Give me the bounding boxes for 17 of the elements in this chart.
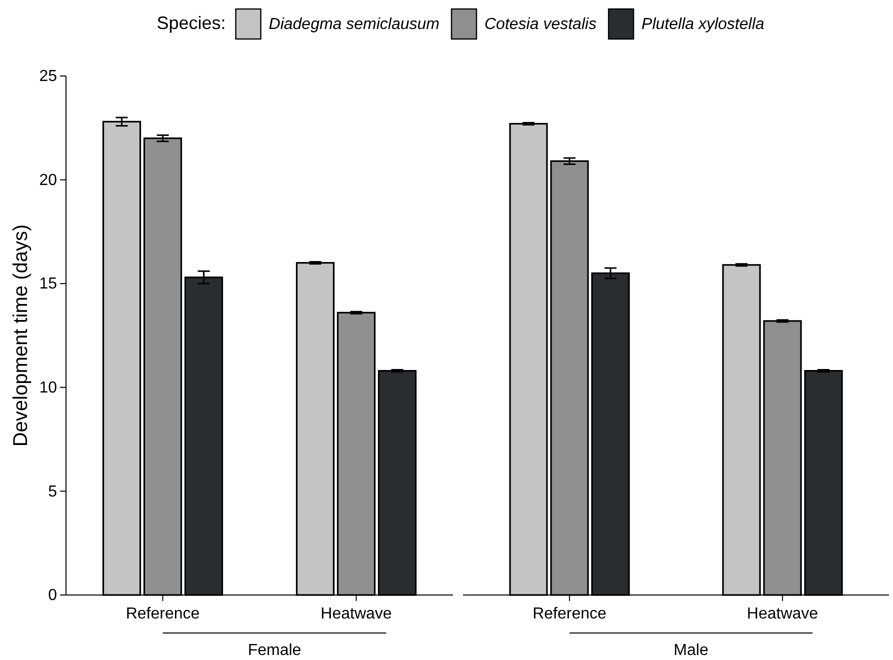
y-tick-label: 0 [48, 587, 58, 604]
x-axis-title: Female [248, 642, 302, 659]
y-tick-label: 5 [48, 483, 58, 500]
y-tick-label: 25 [39, 68, 58, 86]
legend-label: Diadegma semiclausum [268, 16, 440, 33]
y-tick-label: 20 [39, 172, 58, 189]
x-axis-title: Male [674, 642, 708, 659]
y-axis-title: Development time (days) [10, 224, 32, 447]
legend-title: Species: [156, 13, 226, 33]
legend-label: Plutella xylostella [642, 16, 764, 33]
y-tick-label: 10 [39, 380, 58, 397]
x-tick-label: Reference [126, 605, 200, 622]
y-tick-label: 15 [39, 276, 58, 293]
x-tick-label: Reference [532, 605, 607, 622]
legend-label: Cotesia vestalis [484, 16, 597, 33]
x-tick-label: Heatwave [320, 605, 392, 622]
x-tick-label: Heatwave [746, 605, 818, 622]
